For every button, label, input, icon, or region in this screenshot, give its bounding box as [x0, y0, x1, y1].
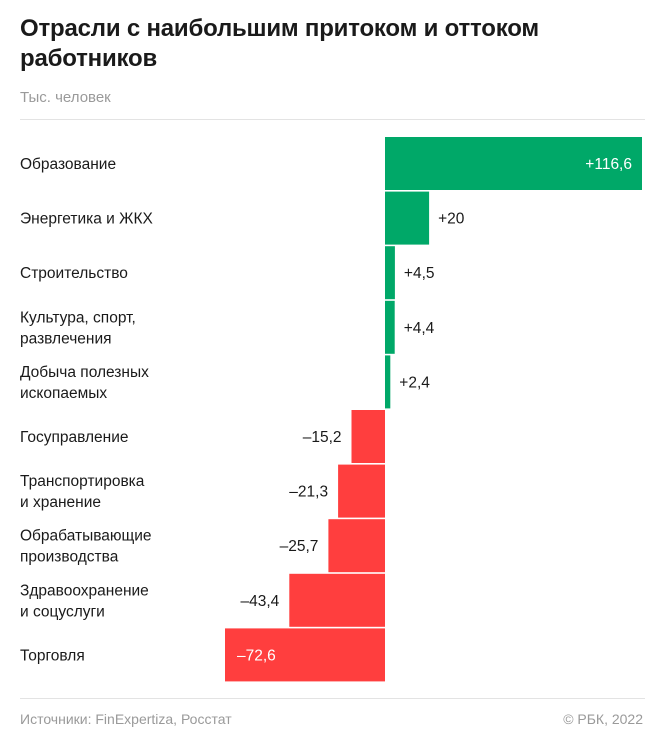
- category-label: Госуправление: [20, 429, 129, 446]
- category-label: Транспортировка: [20, 473, 145, 490]
- value-label: –25,7: [280, 538, 319, 555]
- bar: [338, 464, 385, 518]
- chart-subtitle: Тыс. человек: [20, 89, 111, 106]
- chart-title: Отрасли с наибольшим притоком и оттоком …: [20, 15, 539, 72]
- category-label: и хранение: [20, 494, 101, 511]
- value-label: +2,4: [399, 374, 430, 391]
- value-label: –21,3: [289, 484, 328, 501]
- bar: [225, 628, 385, 682]
- category-label: производства: [20, 549, 119, 566]
- value-label: –15,2: [303, 429, 342, 446]
- category-label: и соцуслуги: [20, 603, 105, 620]
- bar: [289, 573, 385, 627]
- category-label: Здравоохранение: [20, 582, 149, 599]
- category-label: Добыча полезных: [20, 364, 149, 381]
- value-label: +116,6: [585, 156, 632, 173]
- category-label: Образование: [20, 156, 116, 173]
- category-label: Культура, спорт,: [20, 309, 136, 326]
- bar: [385, 300, 395, 354]
- bar: [385, 355, 391, 409]
- source-note: Источники: FinExpertiza, Росстат: [20, 711, 232, 727]
- value-label: +4,5: [404, 265, 435, 282]
- value-label: +20: [438, 211, 465, 228]
- top-divider: [20, 119, 645, 120]
- category-label: Строительство: [20, 265, 128, 282]
- bottom-divider: [20, 698, 645, 699]
- category-label: Обрабатывающие: [20, 528, 152, 545]
- bar: [385, 246, 395, 300]
- bar: [385, 191, 430, 245]
- value-label: +4,4: [404, 320, 435, 337]
- copyright-note: © РБК, 2022: [563, 711, 643, 727]
- value-label: –43,4: [241, 593, 280, 610]
- category-label: развлечения: [20, 330, 112, 347]
- category-label: ископаемых: [20, 385, 107, 402]
- bar: [351, 410, 385, 463]
- category-label: Торговля: [20, 647, 85, 664]
- value-label: –72,6: [237, 647, 276, 664]
- bar: [385, 137, 642, 190]
- category-label: Энергетика и ЖКХ: [20, 211, 153, 228]
- bar: [328, 519, 385, 573]
